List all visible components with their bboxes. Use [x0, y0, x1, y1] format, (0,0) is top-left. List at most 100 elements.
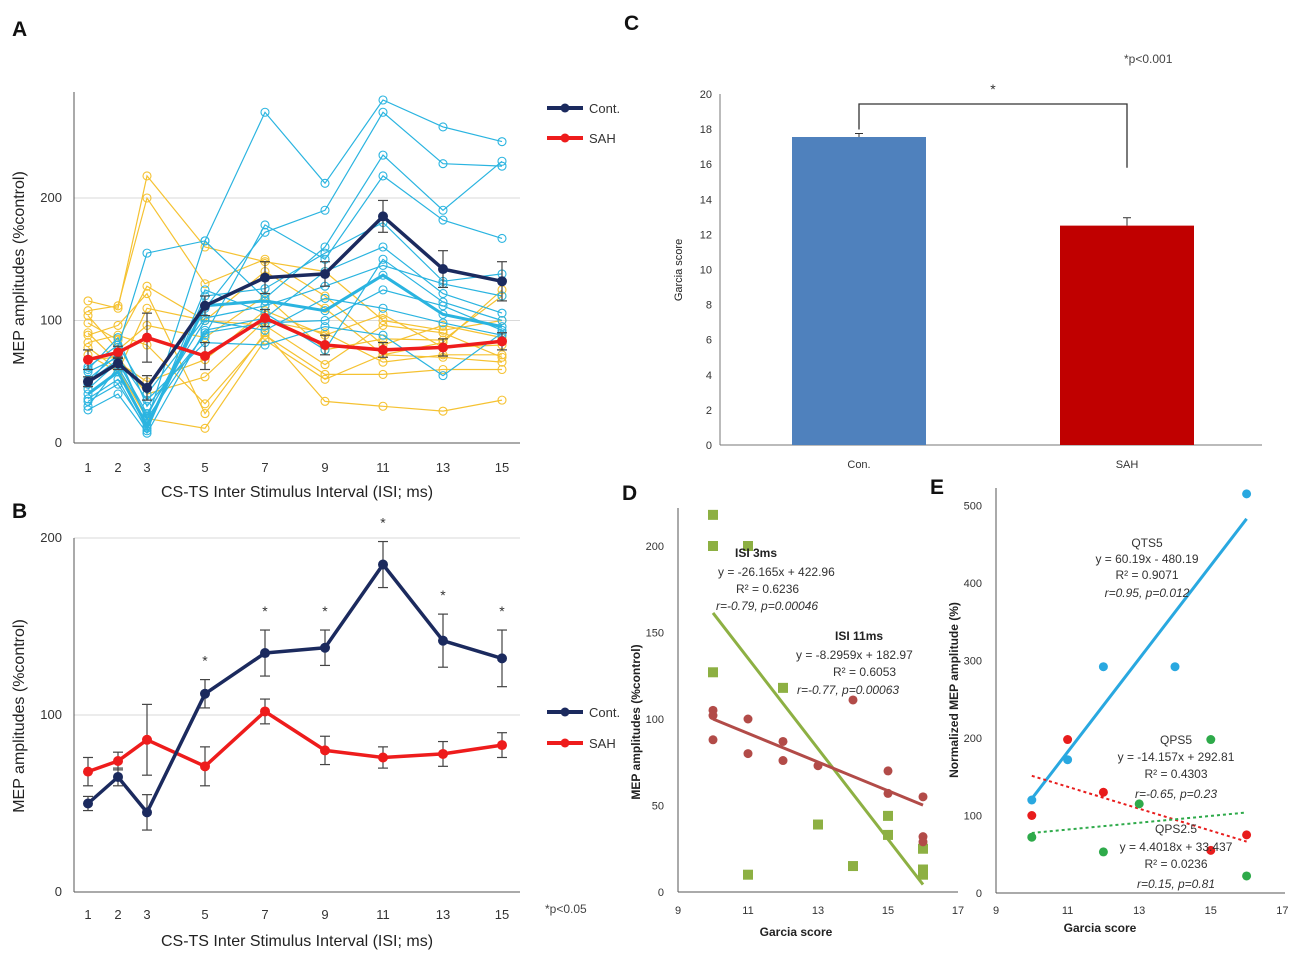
sah-individual-point: [83, 318, 93, 328]
isi11ms-point: [883, 766, 893, 776]
qps5-point: [1206, 845, 1216, 855]
control-individual-line: [87, 273, 503, 430]
qps5-point: [1027, 811, 1037, 820]
legend-b-sah-marker: [560, 738, 570, 748]
sah-mean-point: [142, 332, 152, 343]
panel-label-b: B: [12, 500, 27, 523]
control-individual-point: [320, 306, 330, 316]
control-individual-point: [497, 161, 507, 171]
sah-individual-point: [83, 328, 93, 338]
y-tick-label: 16: [700, 159, 712, 171]
sah-individual-point: [378, 369, 388, 379]
qps25-point: [1027, 832, 1037, 842]
sah-mean-point: [200, 351, 210, 362]
isi11ms-point: [743, 714, 753, 724]
legend-a-sah-label: SAH: [589, 131, 616, 146]
panel-c-bars: [792, 132, 1194, 445]
panel-a-gridlines: [74, 197, 520, 321]
control-individual-point: [497, 315, 507, 326]
y-tick-label: 0: [55, 884, 62, 899]
y-tick-label: 100: [964, 811, 982, 823]
x-tick-label: 9: [993, 905, 999, 917]
sah-individual-point: [113, 320, 123, 330]
panel-c-significance-note: *p<0.001: [1124, 52, 1173, 66]
control-individual-point: [438, 288, 448, 299]
isi3ms-point: [708, 541, 718, 551]
panel-b-y-ticks: 0 100 200: [40, 530, 62, 899]
control-individual-point: [497, 322, 507, 332]
sah-individual-point: [378, 320, 388, 330]
sah-individual-point: [497, 352, 507, 362]
panel-a-mean-lines: [83, 199, 507, 401]
panel-b-y-axis-label: MEP amplitudes (%control): [11, 619, 28, 813]
isi3ms-point: [883, 810, 893, 821]
annotation-isi11-title: ISI 11ms: [835, 629, 883, 643]
significance-star: *: [440, 587, 446, 603]
x-tick-label: 7: [261, 907, 268, 922]
y-tick-label: 200: [964, 733, 982, 745]
sah-individual-point: [113, 301, 123, 311]
sah-individual-point: [200, 409, 210, 419]
control-individual-point: [260, 340, 270, 350]
qps5-point: [1242, 830, 1252, 840]
control-individual-point: [320, 293, 330, 304]
sah-individual-point: [497, 350, 507, 360]
annotation-isi3-equation: y = -26.165x + 422.96: [718, 565, 835, 579]
y-tick-label: 12: [700, 229, 712, 241]
y-tick-label: 150: [646, 628, 664, 640]
x-tick-label: 9: [675, 905, 681, 917]
sah-individual-point: [320, 369, 330, 379]
sah-individual-point: [260, 330, 270, 340]
qps25-point: [1134, 799, 1144, 809]
sah-individual-point: [438, 328, 448, 338]
control-mean-point: [83, 798, 93, 809]
qps5-point: [1098, 787, 1108, 797]
control-individual-point: [378, 285, 388, 295]
annotation-qps25-title: QPS2.5: [1155, 822, 1197, 836]
x-tick-label: 11: [376, 460, 390, 475]
isi3ms-trend-line: [711, 612, 925, 886]
isi3ms-point: [918, 843, 928, 854]
panel-e-y-axis-label: Normalized MEP amplitude (%): [947, 602, 961, 778]
control-individual-point: [438, 215, 448, 225]
panel-c-y-ticks: 0 2 4 6 8 10 12 14 16 18 20: [700, 89, 712, 452]
control-mean-point: [438, 635, 448, 646]
legend-a-cont-label: Cont.: [589, 101, 620, 116]
qps25-trend-line: [1031, 811, 1247, 834]
control-mean-point: [200, 688, 210, 699]
sah-mean-point: [320, 340, 330, 350]
panel-d-annotation-isi11: ISI 11ms y = -8.2959x + 182.97 R² = 0.60…: [796, 629, 913, 697]
annotation-isi3-stats: r=-0.79, p=0.00046: [716, 599, 818, 613]
annotation-isi11-stats: r=-0.77, p=0.00063: [797, 683, 899, 697]
sah-individual-point: [320, 374, 330, 384]
annotation-qps5-title: QPS5: [1160, 733, 1192, 747]
x-tick-label: 11: [742, 905, 753, 917]
control-individual-point: [378, 95, 388, 105]
sah-mean-point: [83, 766, 93, 777]
x-tick-label: 15: [1205, 905, 1217, 917]
panel-d-y-ticks: 0 50 100 150 200: [646, 541, 664, 899]
annotation-qps25-stats: r=0.15, p=0.81: [1137, 877, 1215, 891]
annotation-qps5-stats: r=-0.65, p=0.23: [1135, 787, 1217, 801]
panel-label-c: C: [624, 12, 639, 35]
significance-star: *: [380, 515, 386, 531]
control-mean-point: [200, 300, 210, 311]
panel-d-y-axis-label: MEP amplitudes (%control): [629, 644, 643, 799]
control-individual-point: [320, 322, 330, 332]
control-individual-point: [438, 205, 448, 215]
control-mean-point: [320, 268, 330, 279]
sah-mean-point: [83, 354, 93, 365]
control-individual-line: [87, 154, 503, 423]
qts5-trend-line: [1030, 517, 1248, 800]
control-mean-point: [378, 211, 388, 222]
y-tick-label: 200: [646, 541, 664, 553]
control-individual-point: [438, 309, 448, 319]
isi11ms-point: [743, 749, 753, 759]
sah-individual-point: [83, 306, 93, 316]
panel-label-e: E: [930, 476, 944, 499]
annotation-qps5-equation: y = -14.157x + 292.81: [1118, 750, 1235, 764]
qts5-point: [1242, 489, 1252, 499]
sah-individual-point: [200, 399, 210, 409]
control-mean-point: [320, 642, 330, 653]
y-tick-label: 8: [706, 300, 712, 312]
